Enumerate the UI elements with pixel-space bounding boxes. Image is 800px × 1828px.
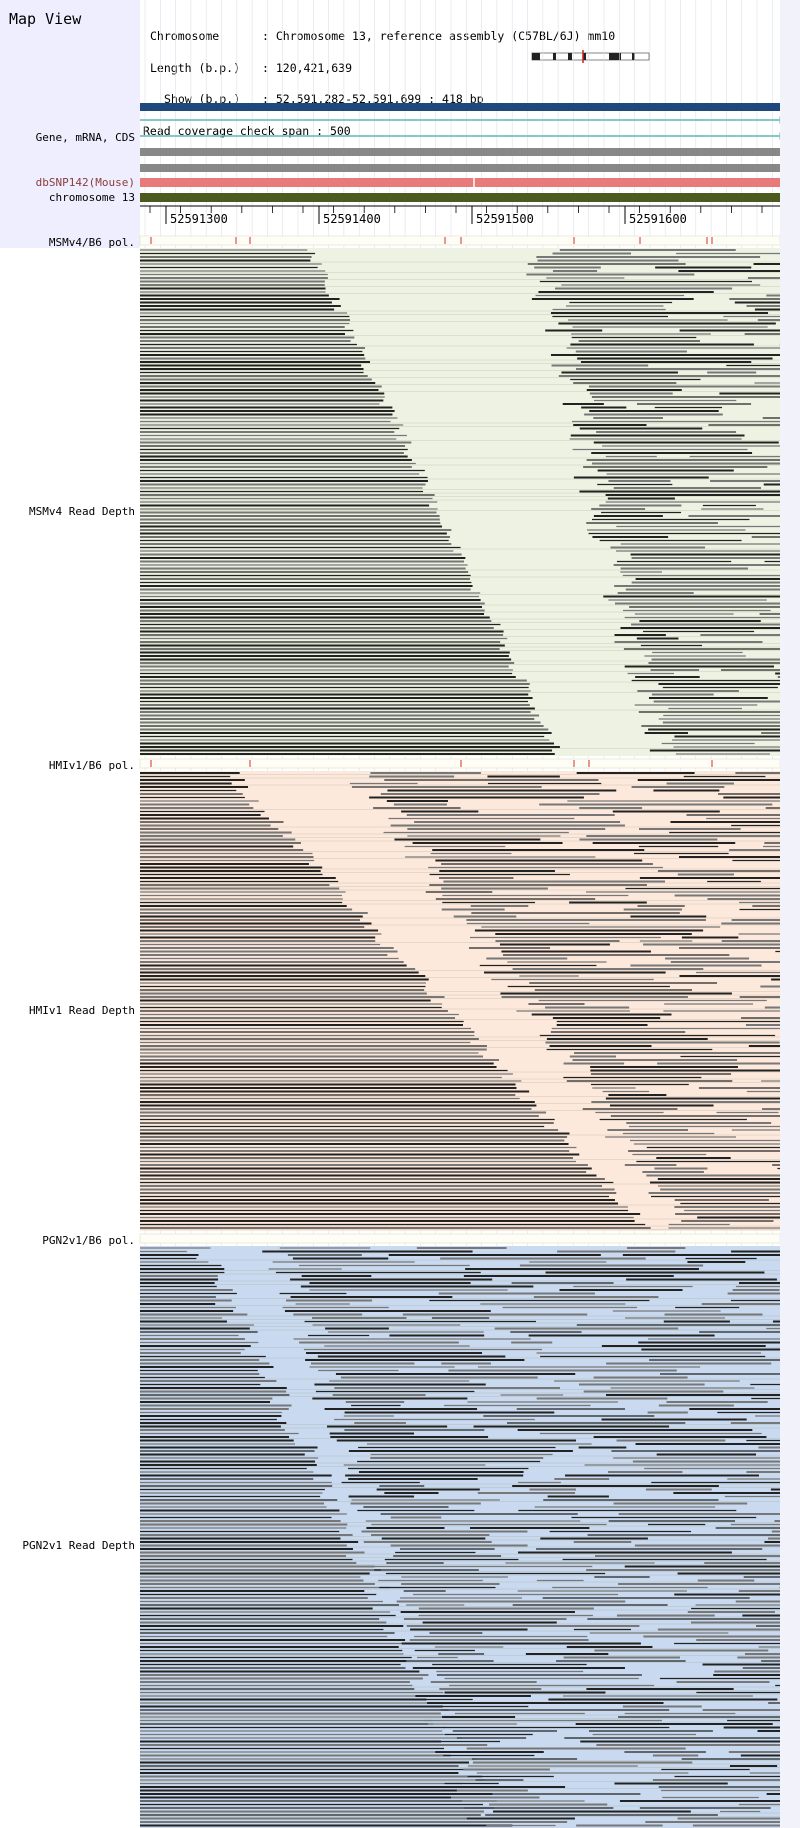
pol-label-pgn2v1: PGN2v1/B6 pol. bbox=[42, 1234, 135, 1247]
ruler-tick-label: 52591400 bbox=[323, 212, 381, 226]
depth-label-hmiv1: HMIv1 Read Depth bbox=[29, 1004, 135, 1017]
track-label-dbsnp: dbSNP142(Mouse) bbox=[35, 176, 135, 189]
pol-label-msmv4: MSMv4/B6 pol. bbox=[48, 236, 135, 249]
map-view-header: Map View bbox=[0, 0, 140, 248]
pgn2v1-pol-track bbox=[139, 1233, 781, 1244]
pol-label-hmiv1: HMIv1/B6 pol. bbox=[48, 759, 135, 772]
ideogram-band bbox=[553, 53, 556, 60]
ruler-tick-label: 52591500 bbox=[476, 212, 534, 226]
ruler-tick-label: 52591600 bbox=[629, 212, 687, 226]
info-show: Show (b.p.): 52,591,282-52,591,699 : 418… bbox=[164, 92, 484, 106]
ideogram-band bbox=[568, 53, 572, 60]
info-panel: Chromosome: Chromosome 13, reference ass… bbox=[143, 10, 616, 147]
ideogram-band bbox=[632, 53, 635, 60]
ideogram-band bbox=[532, 53, 540, 60]
ideogram-band bbox=[583, 53, 586, 60]
left-label-column bbox=[0, 0, 140, 1828]
dbsnp-bar bbox=[140, 178, 780, 187]
track-label-gene: Gene, mRNA, CDS bbox=[35, 131, 135, 144]
hmiv1-pol-track bbox=[139, 758, 781, 769]
ruler-tick-label: 52591300 bbox=[170, 212, 228, 226]
info-coverage: Read coverage check span : 500 bbox=[143, 123, 351, 138]
depth-label-pgn2v1: PGN2v1 Read Depth bbox=[22, 1539, 135, 1552]
cds-bar bbox=[140, 164, 780, 172]
right-margin-strip bbox=[780, 0, 800, 1828]
chromosome-bar bbox=[140, 193, 780, 202]
info-chromosome: Chromosome: Chromosome 13, reference ass… bbox=[150, 29, 616, 43]
chromosome-ideogram bbox=[531, 52, 650, 61]
app-title: Map View bbox=[9, 10, 82, 28]
gene-bar bbox=[140, 103, 780, 111]
depth-label-msmv4: MSMv4 Read Depth bbox=[29, 505, 135, 518]
info-length: Length (b.p.): 120,421,639 bbox=[150, 60, 353, 75]
track-label-chromosome: chromosome 13 bbox=[48, 191, 135, 204]
cds-bar bbox=[140, 148, 780, 156]
ideogram-band bbox=[609, 53, 621, 60]
